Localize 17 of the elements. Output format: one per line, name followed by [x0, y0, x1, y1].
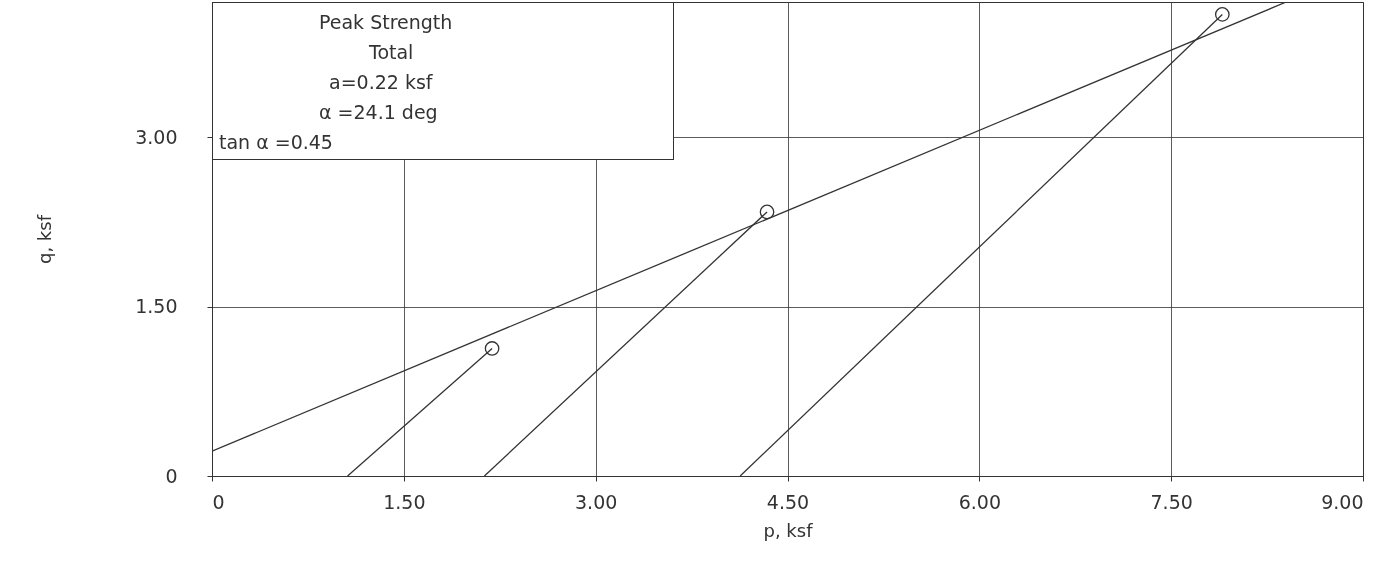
x-tick-label: 0: [212, 490, 225, 513]
y-tick-label: 0: [165, 464, 178, 487]
annotation: α =24.1 deg: [318, 100, 439, 125]
annotation: tan α =0.45: [219, 130, 334, 155]
y-tick-label: 3.00: [135, 125, 178, 148]
annotation: Total: [368, 40, 415, 65]
x-tick-label: 7.50: [1150, 490, 1193, 513]
x-tick-label: 4.50: [766, 490, 810, 513]
x-tick-label: 6.00: [958, 490, 1001, 513]
annotation: a=0.22 ksf: [328, 70, 434, 95]
x-axis-title: p, ksf: [763, 519, 814, 541]
annotation: Peak Strength: [318, 10, 454, 35]
x-tick-label: 3.00: [575, 490, 618, 513]
y-axis-title: q, ksf: [34, 214, 56, 265]
y-tick-label: 1.50: [135, 295, 178, 318]
x-tick-label: 1.50: [383, 490, 426, 513]
x-tick-label: 9.00: [1321, 490, 1364, 513]
